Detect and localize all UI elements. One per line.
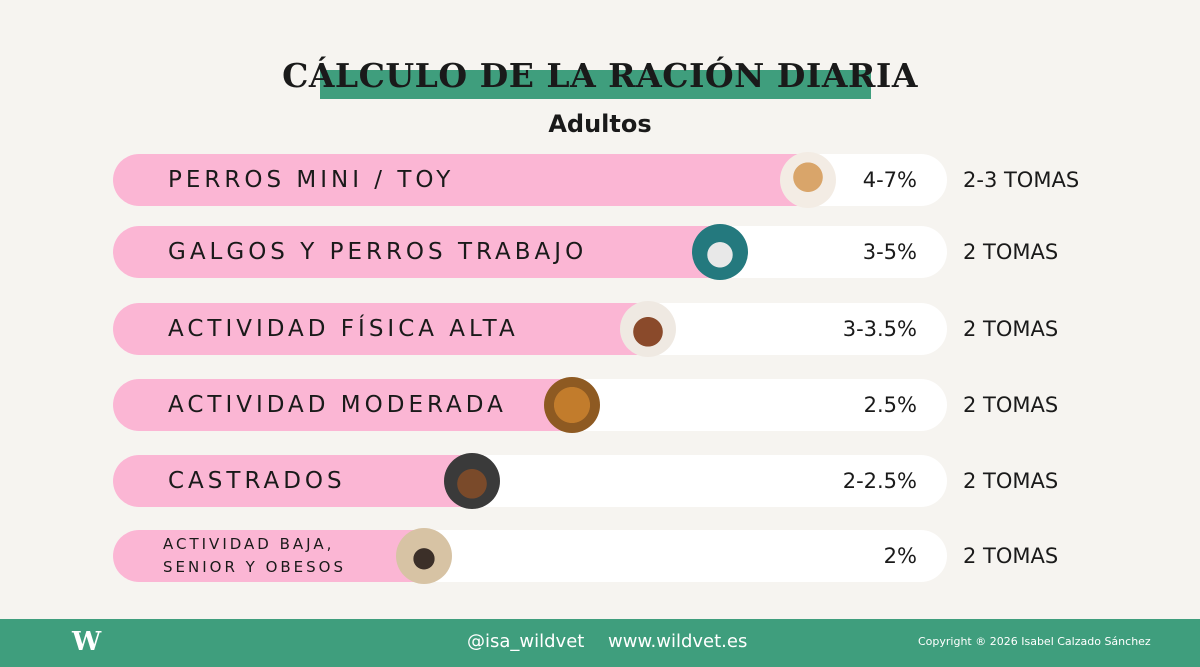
row-highlight [113,455,472,507]
social-handle: @isa_wildvet [467,631,585,652]
website: www.wildvet.es [608,631,748,652]
dog-photo [780,152,836,208]
subtitle: Adultos [548,110,652,138]
row-label: GALGOS Y PERROS TRABAJO [168,239,588,265]
row-highlight [113,226,720,278]
row-highlight [113,154,808,206]
copyright: Copyright ® 2026 Isabel Calzado Sánchez [918,635,1151,648]
row-percent: 2% [883,544,917,568]
row-label: CASTRADOS [168,468,346,494]
dog-photo [444,453,500,509]
row-highlight [113,379,572,431]
row-meals: 2 TOMAS [963,393,1059,417]
row-percent: 2.5% [863,393,917,417]
row-percent: 3-5% [862,240,917,264]
row-meals: 2 TOMAS [963,317,1059,341]
dog-photo [620,301,676,357]
row-percent: 3-3.5% [842,317,917,341]
row-percent: 4-7% [862,168,917,192]
row-meals: 2-3 TOMAS [963,168,1080,192]
dog-photo [692,224,748,280]
row-label: ACTIVIDAD BAJA, SENIOR Y OBESOS [163,530,346,582]
footer: W @isa_wildvet www.wildvet.es Copyright … [0,619,1200,667]
row-highlight [113,530,424,582]
row-meals: 2 TOMAS [963,469,1059,493]
row-meals: 2 TOMAS [963,240,1059,264]
dog-photo [544,377,600,433]
row-label: ACTIVIDAD FÍSICA ALTA [168,316,519,342]
row-label: ACTIVIDAD MODERADA [168,392,507,418]
title: CÁLCULO DE LA RACIÓN DIARIA [282,56,918,95]
dog-photo [396,528,452,584]
row-label: PERROS MINI / TOY [168,167,455,193]
row-label-line: SENIOR Y OBESOS [163,558,346,576]
logo: W [72,627,102,657]
row-label-line: ACTIVIDAD BAJA, [163,535,335,553]
title-highlight [320,70,871,99]
row-percent: 2-2.5% [842,469,917,493]
row-meals: 2 TOMAS [963,544,1059,568]
row-highlight [113,303,648,355]
